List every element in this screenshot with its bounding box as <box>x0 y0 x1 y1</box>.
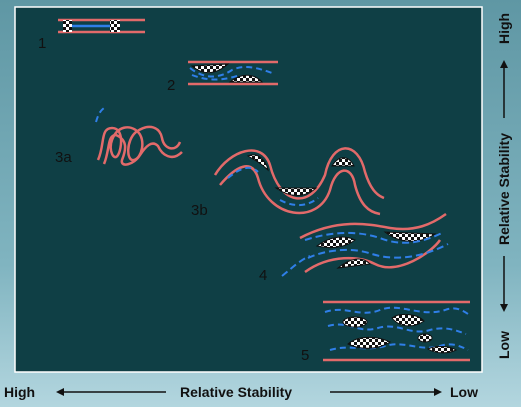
bottom-axis-right-label: Low <box>450 384 478 400</box>
side-axis-top-label: High <box>496 12 512 44</box>
stage-label-2: 2 <box>167 77 175 94</box>
stage-label-5: 5 <box>301 347 309 364</box>
stage-5-mixed-strands <box>323 300 470 362</box>
stage-label-3a: 3a <box>55 149 72 166</box>
stage-label-4: 4 <box>259 267 267 284</box>
side-axis-arrows <box>500 60 508 312</box>
side-axis-center-label: Relative Stability <box>496 132 512 246</box>
bottom-axis-left-label: High <box>4 384 36 400</box>
side-axis-bottom-label: Low <box>496 331 512 359</box>
stage-3b-folded-duplex <box>213 147 385 216</box>
stage-label-1: 1 <box>38 35 46 52</box>
stage-3a-coil <box>95 107 183 166</box>
bottom-axis-center-label: Relative Stability <box>180 384 293 400</box>
stage-1-duplex <box>58 18 145 34</box>
stage-2-duplex <box>188 60 278 86</box>
stage-label-3b: 3b <box>191 202 208 219</box>
stage-4-duplex <box>281 212 449 277</box>
bottom-axis-arrows <box>56 388 442 396</box>
